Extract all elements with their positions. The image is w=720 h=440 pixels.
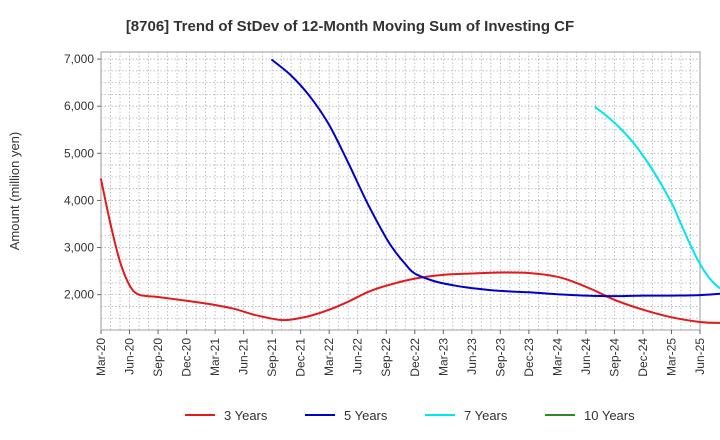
- x-tick-label: Mar-23: [436, 338, 450, 376]
- x-tick-label: Jun-25: [693, 338, 707, 375]
- x-tick-label: Jun-22: [351, 338, 365, 375]
- x-tick-label: Dec-22: [408, 338, 422, 377]
- legend-label-3-years: 3 Years: [224, 408, 268, 423]
- x-tick-label: Sep-20: [151, 338, 165, 377]
- plot-area: [100, 51, 701, 331]
- y-tick-label: 6,000: [64, 99, 94, 113]
- y-axis-ticks: 2,000 3,000 4,000 5,000 6,000 7,000: [64, 52, 101, 302]
- y-tick-label: 2,000: [64, 288, 94, 302]
- y-tick-label: 7,000: [64, 52, 94, 66]
- x-tick-label: Mar-20: [94, 338, 108, 376]
- x-tick-label: Mar-25: [664, 338, 678, 376]
- x-tick-label: Sep-23: [493, 338, 507, 377]
- y-axis-label: Amount (million yen): [7, 132, 22, 251]
- y-tick-label: 3,000: [64, 241, 94, 255]
- x-tick-label: Jun-20: [123, 338, 137, 375]
- x-tick-label: Sep-21: [265, 338, 279, 377]
- series-line-3-years: [100, 178, 720, 324]
- x-tick-label: Jun-24: [579, 338, 593, 375]
- x-tick-label: Jun-21: [237, 338, 251, 375]
- x-tick-label: Dec-23: [522, 338, 536, 377]
- x-axis-ticks: Mar-20 Jun-20 Sep-20 Dec-20 Mar-21 Jun-21 Sep-…: [94, 330, 707, 377]
- series-line-5-years: [271, 59, 720, 298]
- x-tick-label: Mar-24: [550, 338, 564, 376]
- legend-label-5-years: 5 Years: [344, 408, 388, 423]
- x-tick-label: Sep-24: [607, 338, 621, 377]
- legend-label-10-years: 10 Years: [584, 408, 635, 423]
- plot-frame: [100, 51, 701, 331]
- series-line-7-years: [594, 106, 720, 290]
- series-lines: [100, 59, 720, 324]
- y-tick-label: 4,000: [64, 193, 94, 207]
- y-tick-label: 5,000: [64, 146, 94, 160]
- x-tick-label: Dec-21: [294, 338, 308, 377]
- x-tick-label: Dec-20: [180, 338, 194, 377]
- legend-label-7-years: 7 Years: [464, 408, 508, 423]
- x-tick-label: Mar-22: [322, 338, 336, 376]
- x-tick-label: Mar-21: [208, 338, 222, 376]
- x-tick-label: Jun-23: [465, 338, 479, 375]
- legend: 3 Years 5 Years 7 Years 10 Years: [185, 408, 635, 423]
- grid: [101, 52, 700, 331]
- x-tick-label: Dec-24: [636, 338, 650, 377]
- chart-title: [8706] Trend of StDev of 12-Month Moving…: [126, 18, 574, 35]
- x-tick-label: Sep-22: [379, 338, 393, 377]
